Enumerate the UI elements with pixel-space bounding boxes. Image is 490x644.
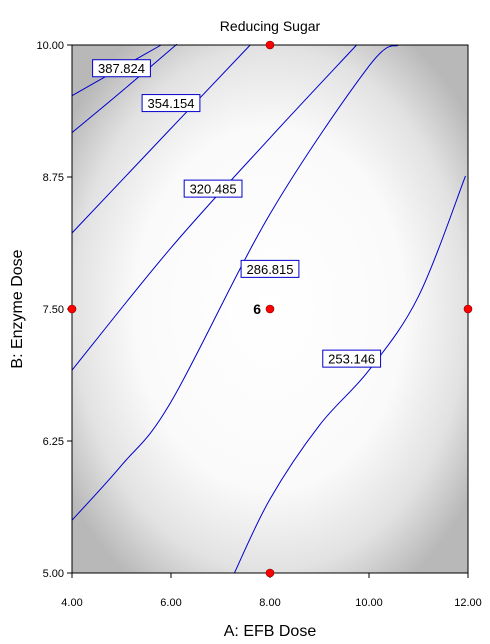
design-point [265, 304, 275, 314]
design-point [463, 304, 473, 314]
contour-label-box [141, 94, 201, 113]
x-tick-label: 10.00 [355, 597, 383, 609]
contour-label-box [240, 259, 300, 278]
x-tick-label: 6.00 [160, 597, 181, 609]
design-points: 6 [67, 40, 473, 578]
contour-line [71, 44, 399, 521]
y-tick-label: 5.00 [43, 568, 64, 580]
contour-line [71, 44, 251, 234]
x-tick-label: 4.00 [61, 597, 82, 609]
contour-label-box [322, 349, 382, 368]
y-tick-label: 7.50 [43, 304, 64, 316]
contour-label: 387.824 [98, 61, 145, 76]
y-tick-label: 6.25 [43, 436, 64, 448]
contour-label-box [92, 59, 151, 78]
x-tick-label: 12.00 [454, 597, 482, 609]
contour-labels: 387.824 354.154 320.485 286.815 253.146 [92, 59, 382, 368]
contour-line [233, 175, 466, 574]
y-axis-title: B: Enzyme Dose [9, 249, 26, 368]
y-tick-label: 10.00 [36, 40, 64, 52]
x-tick-label: 8.00 [259, 597, 280, 609]
center-point-count: 6 [253, 301, 261, 317]
contour-label: 320.485 [190, 182, 237, 197]
y-tick-label: 8.75 [43, 172, 64, 184]
design-point [265, 568, 275, 578]
contour-label: 354.154 [148, 96, 195, 111]
contour-label: 286.815 [247, 262, 294, 277]
x-axis-title: A: EFB Dose [224, 623, 317, 640]
chart-title: Reducing Sugar [220, 18, 321, 34]
contour-label: 253.146 [328, 352, 375, 367]
contour-label-box [183, 179, 243, 198]
design-point [67, 304, 77, 314]
design-point [265, 40, 275, 50]
